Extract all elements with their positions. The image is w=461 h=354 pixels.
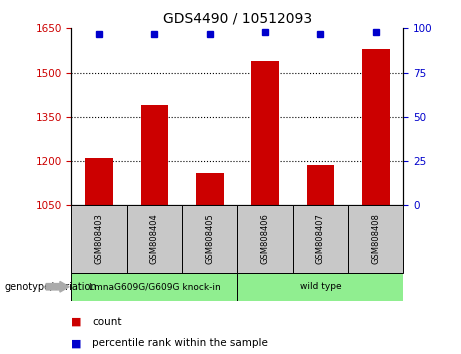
Text: GSM808406: GSM808406 [260,213,270,264]
FancyBboxPatch shape [71,205,127,273]
FancyBboxPatch shape [237,273,403,301]
Text: percentile rank within the sample: percentile rank within the sample [92,338,268,348]
Text: GSM808405: GSM808405 [205,213,214,264]
Bar [196,173,224,205]
Text: LmnaG609G/G609G knock-in: LmnaG609G/G609G knock-in [89,282,220,291]
FancyBboxPatch shape [71,273,237,301]
FancyBboxPatch shape [293,205,348,273]
FancyBboxPatch shape [127,205,182,273]
Text: GSM808408: GSM808408 [371,213,380,264]
Text: wild type: wild type [300,282,341,291]
Bar [141,105,168,205]
Text: ■: ■ [71,338,82,348]
Bar [251,61,279,205]
FancyBboxPatch shape [237,205,293,273]
Bar [362,49,390,205]
Bar [307,166,334,205]
FancyBboxPatch shape [182,205,237,273]
Text: GSM808407: GSM808407 [316,213,325,264]
Text: GSM808403: GSM808403 [95,213,104,264]
Bar [85,158,113,205]
Text: count: count [92,317,122,327]
Text: GSM808404: GSM808404 [150,213,159,264]
Text: genotype/variation: genotype/variation [5,282,97,292]
Text: ■: ■ [71,317,82,327]
FancyBboxPatch shape [348,205,403,273]
Title: GDS4490 / 10512093: GDS4490 / 10512093 [163,12,312,26]
